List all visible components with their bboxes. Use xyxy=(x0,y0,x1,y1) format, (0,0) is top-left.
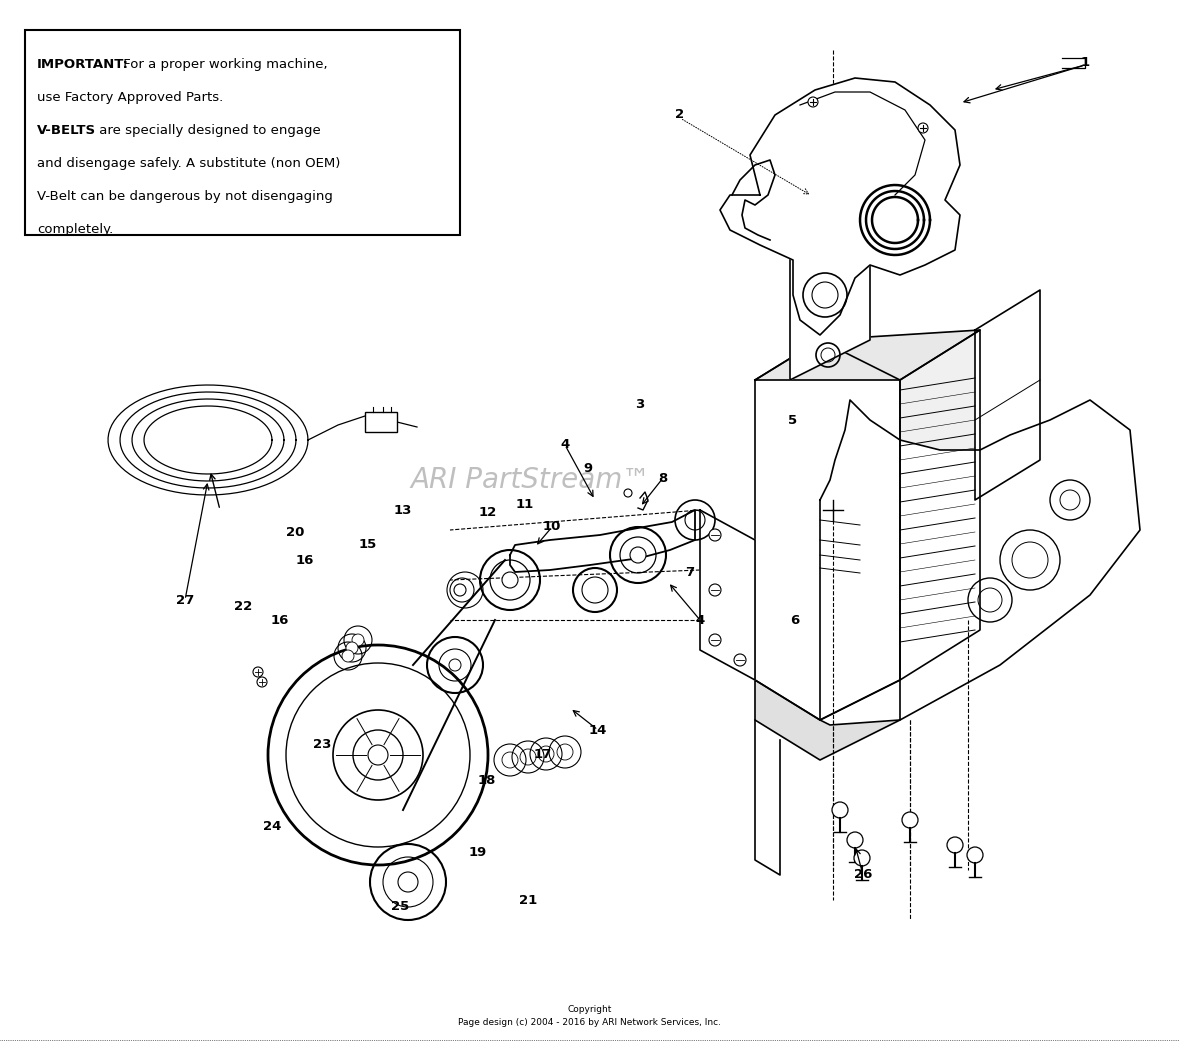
Text: 21: 21 xyxy=(519,894,537,906)
Text: 26: 26 xyxy=(854,868,872,882)
Text: 2: 2 xyxy=(675,108,684,122)
Circle shape xyxy=(918,123,927,133)
Polygon shape xyxy=(755,340,900,720)
Circle shape xyxy=(709,634,721,646)
Text: ARI PartStream™: ARI PartStream™ xyxy=(409,466,650,493)
Text: V-Belt can be dangerous by not disengaging: V-Belt can be dangerous by not disengagi… xyxy=(37,190,333,203)
Circle shape xyxy=(342,650,354,662)
Circle shape xyxy=(709,529,721,541)
Text: 16: 16 xyxy=(296,553,314,567)
Text: use Factory Approved Parts.: use Factory Approved Parts. xyxy=(37,91,223,104)
Text: 3: 3 xyxy=(635,399,644,412)
Text: 11: 11 xyxy=(516,499,535,511)
Circle shape xyxy=(948,837,963,853)
Text: and disengage safely. A substitute (non OEM): and disengage safely. A substitute (non … xyxy=(37,158,340,170)
Text: 18: 18 xyxy=(478,774,496,786)
Circle shape xyxy=(832,802,848,818)
Circle shape xyxy=(450,659,461,671)
Text: 4: 4 xyxy=(560,439,570,452)
Text: are specially designed to engage: are specially designed to engage xyxy=(96,124,321,136)
Text: 23: 23 xyxy=(313,738,332,752)
Text: For a proper working machine,: For a proper working machine, xyxy=(119,58,328,71)
Text: 9: 9 xyxy=(583,462,592,475)
Text: 25: 25 xyxy=(391,900,409,912)
Text: 10: 10 xyxy=(543,521,562,533)
Text: 22: 22 xyxy=(234,601,253,613)
Polygon shape xyxy=(700,510,755,680)
Text: V-BELTS: V-BELTS xyxy=(37,124,96,136)
Text: 13: 13 xyxy=(394,504,412,517)
Text: 24: 24 xyxy=(263,819,281,833)
Circle shape xyxy=(346,642,358,654)
Circle shape xyxy=(709,584,721,596)
Text: 27: 27 xyxy=(176,593,195,607)
Circle shape xyxy=(902,812,918,828)
Circle shape xyxy=(257,677,267,687)
Polygon shape xyxy=(789,210,870,380)
Circle shape xyxy=(734,654,746,666)
Polygon shape xyxy=(755,330,981,380)
Text: 16: 16 xyxy=(271,613,289,627)
Polygon shape xyxy=(755,680,900,760)
Polygon shape xyxy=(720,78,961,335)
Polygon shape xyxy=(975,290,1040,500)
Circle shape xyxy=(630,547,645,563)
Circle shape xyxy=(368,746,388,765)
Text: completely.: completely. xyxy=(37,223,113,236)
Text: Copyright
Page design (c) 2004 - 2016 by ARI Network Services, Inc.: Copyright Page design (c) 2004 - 2016 by… xyxy=(459,1005,721,1027)
Text: 15: 15 xyxy=(359,539,378,551)
Text: 4: 4 xyxy=(695,613,704,627)
Circle shape xyxy=(352,634,363,646)
Circle shape xyxy=(966,847,983,863)
Text: 14: 14 xyxy=(589,723,608,736)
Text: 5: 5 xyxy=(788,414,798,426)
Text: 20: 20 xyxy=(286,525,304,539)
Text: 17: 17 xyxy=(533,749,552,761)
Polygon shape xyxy=(900,330,981,680)
Text: 6: 6 xyxy=(791,613,800,627)
Circle shape xyxy=(624,489,632,497)
Text: 12: 12 xyxy=(479,506,497,520)
Circle shape xyxy=(502,572,518,588)
Polygon shape xyxy=(510,510,695,572)
Text: 19: 19 xyxy=(468,845,487,859)
Circle shape xyxy=(253,667,263,677)
Polygon shape xyxy=(755,720,780,875)
Polygon shape xyxy=(820,400,1140,724)
Text: IMPORTANT:: IMPORTANT: xyxy=(37,58,129,71)
Circle shape xyxy=(847,832,863,848)
Text: 7: 7 xyxy=(686,566,695,579)
Text: 8: 8 xyxy=(658,471,668,484)
Circle shape xyxy=(854,850,870,866)
Bar xyxy=(365,412,396,432)
Bar xyxy=(25,30,460,235)
Circle shape xyxy=(808,97,818,107)
Text: 1: 1 xyxy=(1081,56,1089,68)
